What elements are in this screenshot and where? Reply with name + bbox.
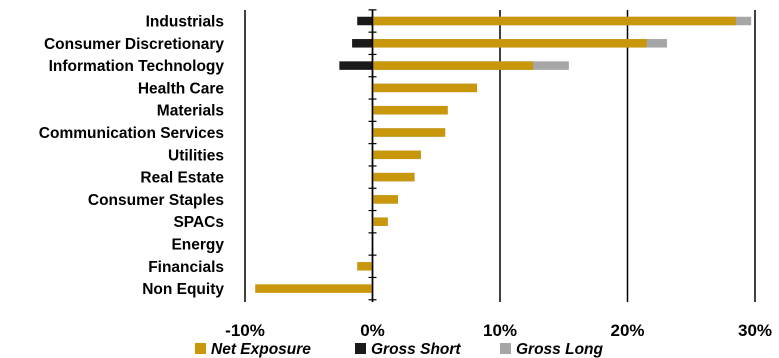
tick-label: 20% (610, 321, 644, 340)
bar-gross-short-0 (357, 16, 373, 26)
tick-label: 10% (483, 321, 517, 340)
bar-net-exposure-11 (357, 262, 373, 271)
bar-net-exposure-3 (372, 83, 478, 93)
legend-swatch (500, 343, 511, 354)
bar-net-exposure-12 (255, 284, 373, 293)
legend-label: Net Exposure (211, 341, 311, 358)
bar-net-exposure-8 (372, 195, 398, 204)
tick-label: 30% (738, 321, 772, 340)
category-labels: Industrials Consumer Discretionary Informa… (39, 14, 225, 299)
category-label: Consumer Discretionary (44, 36, 224, 53)
category-label: Information Technology (49, 58, 225, 75)
bar-net-exposure-9 (372, 217, 388, 226)
zero-axis (368, 9, 377, 302)
legend-label: Gross Long (516, 341, 604, 358)
bars (255, 16, 752, 293)
bar-net-exposure-6 (372, 150, 421, 160)
bar-net-exposure-4 (372, 105, 448, 115)
bar-net-exposure-1 (372, 39, 647, 48)
category-label: SPACs (173, 214, 224, 231)
tick-label: -10% (225, 321, 265, 340)
category-label: Consumer Staples (88, 192, 224, 209)
legend-swatch (195, 343, 206, 354)
bar-net-exposure-5 (372, 128, 446, 137)
legend-item: Net Exposure (195, 341, 311, 358)
legend-item: Gross Short (355, 341, 461, 358)
category-label: Materials (157, 103, 224, 120)
legend-item: Gross Long (500, 341, 604, 358)
category-label: Energy (171, 237, 224, 254)
category-label: Real Estate (140, 170, 224, 187)
category-label: Utilities (168, 147, 224, 164)
tick-label: 0% (360, 321, 385, 340)
category-label: Industrials (146, 14, 224, 31)
bar-net-exposure-7 (372, 172, 415, 182)
gridlines (244, 10, 756, 302)
tick-labels: -10% 0% 10% 20% 30% (225, 321, 772, 340)
category-label: Financials (148, 259, 224, 276)
category-label: Non Equity (142, 281, 224, 298)
legend-label: Gross Short (371, 341, 461, 358)
category-label: Communication Services (39, 125, 224, 142)
legend: Net Exposure Gross Short Gross Long (195, 341, 604, 358)
legend-swatch (355, 343, 366, 354)
category-label: Health Care (138, 80, 225, 97)
bar-net-exposure-0 (372, 16, 736, 26)
bar-gross-short-2 (339, 61, 373, 70)
bar-net-exposure-2 (372, 61, 534, 70)
bar-gross-short-1 (352, 39, 373, 48)
